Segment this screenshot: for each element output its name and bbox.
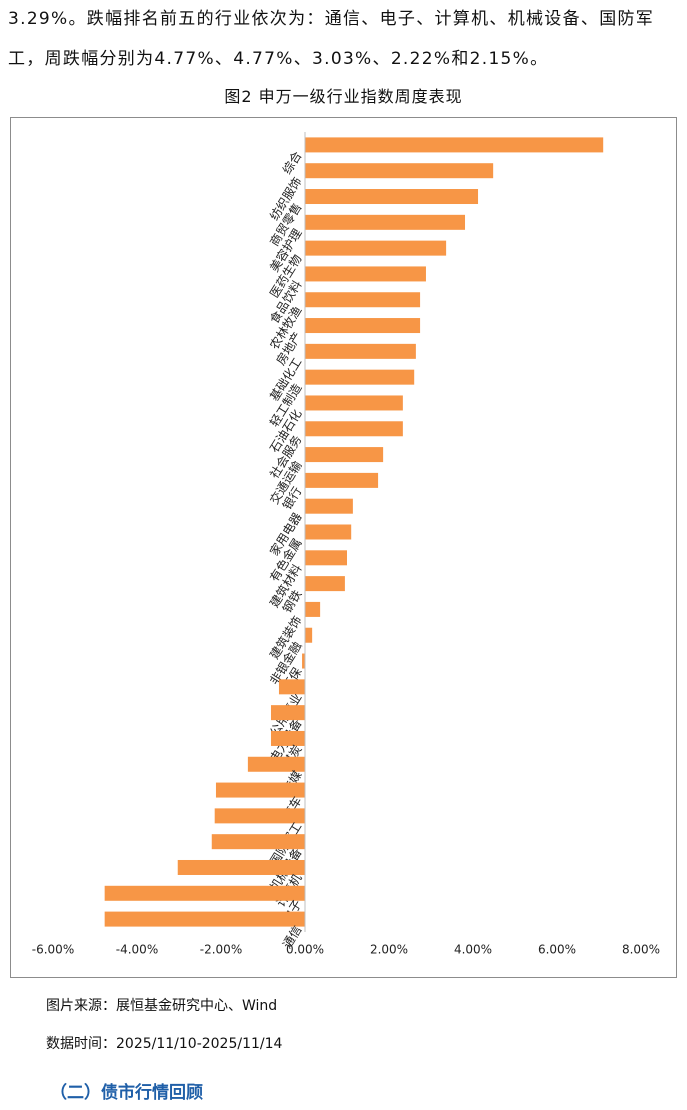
section-heading: （二）债市行情回顾 [50, 1083, 203, 1103]
bar [305, 369, 415, 385]
bar [305, 395, 403, 411]
x-tick-label: 0.00% [286, 943, 324, 957]
bar [104, 911, 305, 927]
bar [305, 447, 384, 463]
data-time: 数据时间：2025/11/10-2025/11/14 [46, 1036, 283, 1052]
bar [305, 240, 447, 256]
bar [305, 524, 352, 540]
bar [214, 808, 305, 824]
bar [305, 601, 321, 617]
bar [305, 343, 416, 359]
bar [305, 576, 345, 592]
chart: -6.00% -4.00% -2.00% 0.00% 2.00% 4.00% 6.00% 8.… [32, 132, 660, 957]
category-label: 综合 [279, 148, 304, 176]
bar [270, 705, 305, 721]
x-tick-label: -2.00% [200, 943, 242, 957]
bar [305, 163, 494, 179]
figure-caption: 图2 申万一级行业指数周度表现 [224, 87, 463, 106]
bar [305, 627, 313, 643]
paragraph-line: 3.29%。跌幅排名前五的行业依次为：通信、电子、计算机、机械设备、国防军 [8, 9, 655, 29]
x-tick-label: 4.00% [454, 943, 492, 957]
x-tick-label: -6.00% [32, 943, 74, 957]
bar [305, 189, 479, 205]
bar [305, 472, 379, 488]
bar [305, 266, 426, 282]
bar [305, 137, 604, 153]
bar [104, 885, 305, 901]
bar [247, 756, 305, 772]
bar [305, 498, 353, 514]
x-tick-label: 2.00% [370, 943, 408, 957]
bar [177, 859, 305, 875]
paragraph-line: 工，周跌幅分别为4.77%、4.77%、3.03%、2.22%和2.15%。 [8, 49, 549, 69]
bar [211, 834, 305, 850]
chart-frame: -6.00% -4.00% -2.00% 0.00% 2.00% 4.00% 6.00% 8.… [10, 117, 677, 978]
bar [302, 653, 305, 669]
x-tick-label: -4.00% [116, 943, 158, 957]
x-tick-label: 6.00% [538, 943, 576, 957]
bar [305, 318, 421, 334]
bar [215, 782, 305, 798]
bar [270, 730, 305, 746]
bar [305, 214, 466, 230]
source-note: 图片来源：展恒基金研究中心、Wind [46, 998, 278, 1014]
bar [305, 550, 347, 566]
bar [305, 292, 421, 308]
x-tick-label: 8.00% [622, 943, 660, 957]
bar [305, 421, 403, 437]
bar [278, 679, 305, 695]
